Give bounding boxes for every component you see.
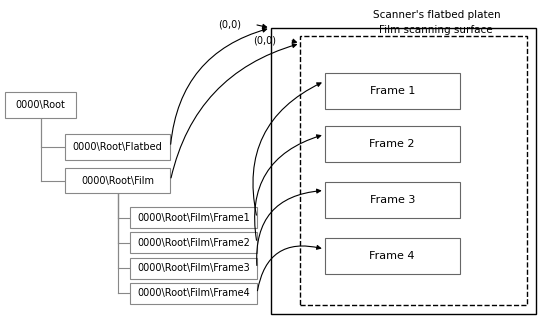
Text: Frame 1: Frame 1: [370, 86, 415, 96]
FancyBboxPatch shape: [65, 134, 170, 160]
Text: Frame 4: Frame 4: [370, 251, 415, 261]
FancyBboxPatch shape: [325, 238, 460, 274]
Text: 0000\Root\Film\Frame4: 0000\Root\Film\Frame4: [137, 288, 250, 298]
FancyBboxPatch shape: [300, 36, 527, 305]
FancyBboxPatch shape: [130, 283, 257, 304]
FancyBboxPatch shape: [325, 182, 460, 218]
Text: 0000\Root\Film: 0000\Root\Film: [81, 175, 154, 185]
Text: (0,0): (0,0): [253, 35, 276, 45]
FancyBboxPatch shape: [325, 126, 460, 162]
Text: Frame 3: Frame 3: [370, 195, 415, 205]
Text: 0000\Root\Film\Frame1: 0000\Root\Film\Frame1: [137, 213, 250, 223]
Text: 0000\Root: 0000\Root: [16, 100, 65, 110]
FancyBboxPatch shape: [5, 92, 76, 118]
FancyBboxPatch shape: [65, 168, 170, 193]
FancyBboxPatch shape: [325, 73, 460, 109]
Text: Frame 2: Frame 2: [370, 139, 415, 149]
Text: 0000\Root\Film\Frame2: 0000\Root\Film\Frame2: [137, 238, 250, 248]
FancyBboxPatch shape: [130, 258, 257, 279]
FancyBboxPatch shape: [270, 28, 536, 314]
Text: 0000\Root\Flatbed: 0000\Root\Flatbed: [73, 142, 162, 152]
Text: (0,0): (0,0): [217, 19, 241, 29]
Text: 0000\Root\Film\Frame3: 0000\Root\Film\Frame3: [137, 263, 250, 273]
Text: Scanner's flatbed platen: Scanner's flatbed platen: [373, 10, 501, 20]
Text: Film scanning surface: Film scanning surface: [379, 25, 492, 35]
FancyBboxPatch shape: [130, 207, 257, 228]
FancyBboxPatch shape: [130, 232, 257, 253]
